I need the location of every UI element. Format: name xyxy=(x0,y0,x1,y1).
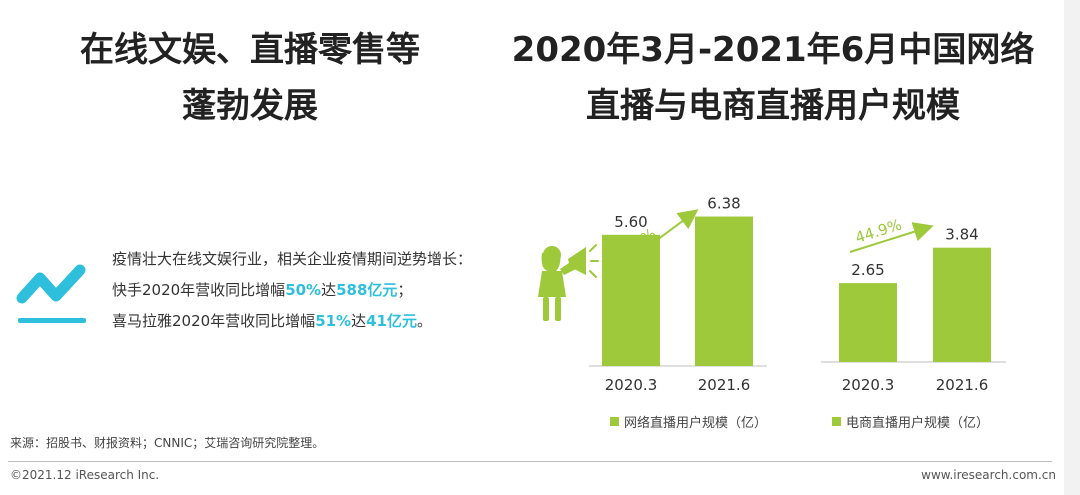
line3-text-c: 。 xyxy=(416,312,432,330)
megaphone-woman-icon xyxy=(538,244,599,321)
right-title-line1: 2020年3月-2021年6月中国网络 xyxy=(511,30,1035,70)
bar-1-2021.6 xyxy=(695,216,753,366)
legend-swatch xyxy=(610,417,619,426)
right-title: 2020年3月-2021年6月中国网络 直播与电商直播用户规模 xyxy=(478,22,1068,134)
tick-label: 2020.3 xyxy=(842,376,895,394)
line2-text-c: ； xyxy=(397,281,413,299)
legend-ecommerce-live: 电商直播用户规模（亿） xyxy=(832,412,989,431)
line3-text-b: 达 xyxy=(351,312,367,330)
legend-label: 网络直播用户规模（亿） xyxy=(624,416,768,431)
tick-label: 2021.6 xyxy=(936,376,989,394)
data-label: 2.65 xyxy=(851,261,884,279)
right-edge-strip xyxy=(1064,0,1080,495)
kuaishou-revenue: 588亿元 xyxy=(336,281,398,299)
legend-label: 电商直播用户规模（亿） xyxy=(846,416,990,431)
line2-text-a: 快手2020年营收同比增幅 xyxy=(112,281,286,299)
ximalaya-revenue: 41亿元 xyxy=(366,312,417,330)
left-title: 在线文娱、直播零售等 蓬勃发展 xyxy=(30,22,470,134)
ximalaya-growth: 51% xyxy=(315,312,352,330)
bar-2-2021.6 xyxy=(933,247,991,362)
growth-arrow xyxy=(849,222,934,253)
bullet-line-3: 喜马拉雅2020年营收同比增幅51%达41亿元。 xyxy=(112,306,532,337)
tick-label: 2021.6 xyxy=(698,376,751,394)
bar-2-2020.3 xyxy=(839,283,897,362)
bar-1-2020.3 xyxy=(602,234,660,366)
line3-text-a: 喜马拉雅2020年营收同比增幅 xyxy=(112,312,316,330)
right-title-line2: 直播与电商直播用户规模 xyxy=(586,86,960,126)
trend-up-icon xyxy=(16,264,86,323)
kuaishou-growth: 50% xyxy=(285,281,322,299)
website: www.iresearch.com.cn xyxy=(921,468,1056,482)
left-title-line1: 在线文娱、直播零售等 xyxy=(80,30,420,70)
tick-label: 2020.3 xyxy=(605,376,658,394)
bullet-line-2: 快手2020年营收同比增幅50%达588亿元； xyxy=(112,275,532,306)
line2-text-b: 达 xyxy=(321,281,337,299)
source-note: 来源：招股书、财报资料；CNNIC；艾瑞咨询研究院整理。 xyxy=(10,436,325,450)
data-label: 5.60 xyxy=(614,213,647,231)
growth-arrow xyxy=(613,209,699,273)
left-title-line2: 蓬勃发展 xyxy=(182,86,318,126)
data-label: 3.84 xyxy=(945,226,978,244)
bullet-text: 疫情壮大在线文娱行业，相关企业疫情期间逆势增长： 快手2020年营收同比增幅50… xyxy=(112,244,532,337)
legend-network-live: 网络直播用户规模（亿） xyxy=(610,412,767,431)
legend-swatch xyxy=(832,417,841,426)
data-label: 6.38 xyxy=(707,195,740,213)
footer-divider xyxy=(8,461,1052,462)
copyright: ©2021.12 iResearch Inc. xyxy=(10,468,160,482)
bullet-line-1: 疫情壮大在线文娱行业，相关企业疫情期间逆势增长： xyxy=(112,250,473,268)
